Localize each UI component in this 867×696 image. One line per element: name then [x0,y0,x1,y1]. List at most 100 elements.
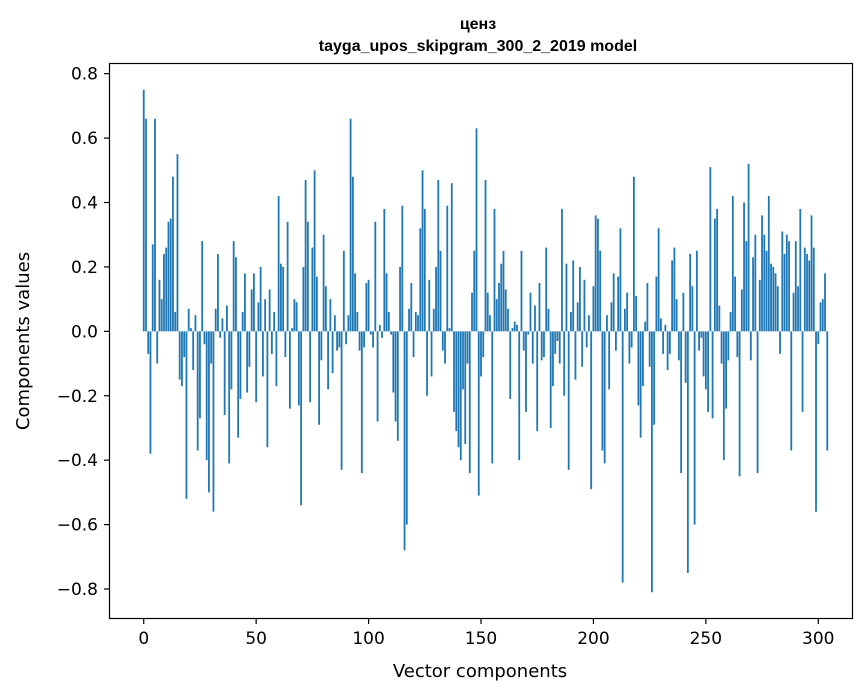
bar [653,331,656,425]
bar [518,331,521,461]
bar [686,331,689,573]
bar [821,299,824,332]
bar [187,308,190,332]
bar [525,331,527,412]
bar [340,331,343,470]
bar [493,208,496,332]
bar [534,305,536,332]
bar [689,254,692,332]
bar [626,292,629,332]
bar [538,283,541,332]
bar [169,218,172,332]
bar [767,196,770,332]
bar [511,328,514,332]
bar [253,273,255,332]
bar [396,331,399,441]
bar [286,221,289,332]
bar [248,331,251,367]
bar [738,331,741,477]
bar [682,292,685,332]
bar [718,305,721,332]
bar [401,205,404,332]
bar [181,331,183,387]
bar [295,302,298,332]
bar [819,302,822,332]
bar-series [142,89,829,593]
bar [217,254,219,332]
bar [570,312,572,332]
bar [498,283,500,332]
x-axis-ticks: 0 50 100 150 200 250 300 [138,618,834,649]
bar [824,273,826,332]
bar [491,331,494,464]
bar [590,331,593,490]
bar [196,331,199,451]
chart-title: ценз [460,16,496,33]
bar [635,295,638,332]
bar [223,331,226,416]
bar [815,331,817,512]
bar [668,331,671,354]
y-tick-label: 0.8 [71,65,98,85]
bar [576,302,579,332]
bar [363,331,365,348]
bar [797,286,799,332]
bar [563,331,566,396]
bar [190,328,192,332]
bar [172,176,174,332]
x-tick-label: 150 [465,629,497,649]
bar [504,289,507,332]
bar [720,331,723,364]
bar [592,286,595,332]
bar [612,273,615,332]
bar [740,289,743,332]
bar [774,273,777,332]
bar [279,263,282,332]
y-tick-label: −0.6 [57,516,98,536]
bar [810,215,813,332]
bar [547,308,550,332]
bar [650,331,653,593]
bar [430,331,433,377]
bar [385,273,388,332]
bar [358,331,361,351]
bar [615,331,617,351]
bar [327,331,329,390]
bar [711,331,714,419]
bar [347,315,350,332]
bar [799,208,802,332]
bar [203,331,206,345]
bar [758,279,761,332]
bar [423,208,426,332]
bar [300,331,303,506]
bar [597,218,599,332]
bar [322,234,325,332]
bar [486,292,489,332]
bar [473,250,476,332]
bar [731,196,734,332]
y-axis-ticks: 0.8 0.6 0.4 0.2 0.0 −0.2 −0.4 −0.6 −0.8 [57,65,110,600]
bar [619,228,622,332]
bar [241,312,244,332]
bar [743,202,745,332]
bar [394,331,397,422]
bar [468,331,471,474]
bar [313,170,316,332]
bar [713,218,716,332]
bar [145,118,147,332]
bar [410,283,413,332]
bar [749,331,752,361]
bar [432,308,435,332]
bar [408,308,410,332]
bar [309,331,312,403]
bar [419,228,422,332]
bar [572,260,575,332]
x-tick-label: 100 [352,629,384,649]
bar [246,331,249,393]
bar [702,331,705,377]
bar [509,331,512,399]
bar [641,331,644,387]
bar [608,331,611,390]
bar [403,331,406,551]
x-tick-label: 200 [577,629,609,649]
